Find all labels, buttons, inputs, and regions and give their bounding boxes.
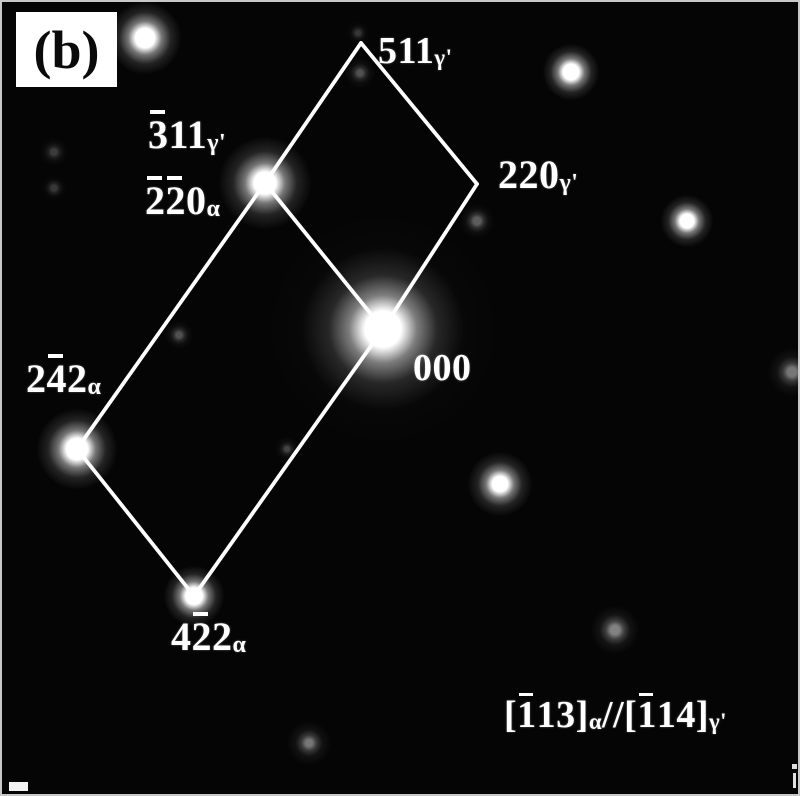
index-digit-overbar: 1 bbox=[637, 692, 657, 736]
index-text: 2 bbox=[26, 356, 47, 401]
panel-label-box: (b) bbox=[16, 12, 117, 87]
edge-artifact-dot bbox=[792, 764, 797, 769]
index-text: 511 bbox=[378, 30, 435, 72]
parallelogram-edge bbox=[192, 327, 385, 598]
label-zone-axis: [113]α//[114]γ' bbox=[504, 692, 727, 736]
phase-subscript: α bbox=[206, 196, 221, 223]
scale-bar bbox=[9, 782, 28, 791]
index-text: 2 bbox=[212, 614, 233, 659]
label-422bar-alpha: 422α bbox=[171, 612, 247, 659]
parallelogram-edge bbox=[381, 182, 479, 331]
label-511-gamma: 511γ' bbox=[378, 30, 453, 72]
label-242bar-alpha: 242α bbox=[26, 354, 102, 401]
panel-label: (b) bbox=[33, 19, 100, 80]
phase-subscript: γ' bbox=[207, 130, 227, 157]
index-text: 0 bbox=[186, 178, 207, 223]
phase-subscript: α bbox=[87, 374, 102, 401]
phase-subscript: γ' bbox=[708, 709, 727, 735]
parallelogram-edge bbox=[263, 41, 363, 185]
phase-subscript: α bbox=[232, 632, 247, 659]
label-000: 000 bbox=[413, 347, 472, 389]
index-text: 2 bbox=[67, 356, 88, 401]
edge-artifact-dash bbox=[793, 773, 796, 788]
index-text: [ bbox=[504, 694, 518, 736]
index-text: 000 bbox=[413, 347, 472, 389]
label-220-gamma: 220γ' bbox=[498, 154, 578, 197]
index-text: 11 bbox=[168, 112, 208, 157]
index-digit-overbar: 4 bbox=[46, 354, 67, 401]
index-text: 220 bbox=[498, 152, 560, 197]
index-text: 4 bbox=[171, 614, 192, 659]
parallelogram-edge bbox=[75, 447, 196, 598]
index-digit-overbar: 2 bbox=[191, 612, 212, 659]
parallelogram-edge bbox=[359, 41, 479, 186]
label-311bar-gamma: 311γ' bbox=[148, 110, 227, 157]
label-220bar-alpha: 220α bbox=[145, 176, 221, 223]
index-digit-overbar: 2 bbox=[165, 176, 186, 223]
phase-subscript: α bbox=[588, 709, 603, 735]
index-digit-overbar: 1 bbox=[517, 692, 537, 736]
index-text: //[ bbox=[602, 694, 638, 736]
phase-subscript: γ' bbox=[559, 170, 579, 197]
parallelogram-edge bbox=[263, 181, 385, 331]
index-digit-overbar: 2 bbox=[145, 176, 166, 223]
phase-subscript: γ' bbox=[434, 45, 453, 71]
index-text: 14] bbox=[656, 694, 709, 736]
index-digit-overbar: 3 bbox=[148, 110, 169, 157]
index-text: 13] bbox=[536, 694, 589, 736]
